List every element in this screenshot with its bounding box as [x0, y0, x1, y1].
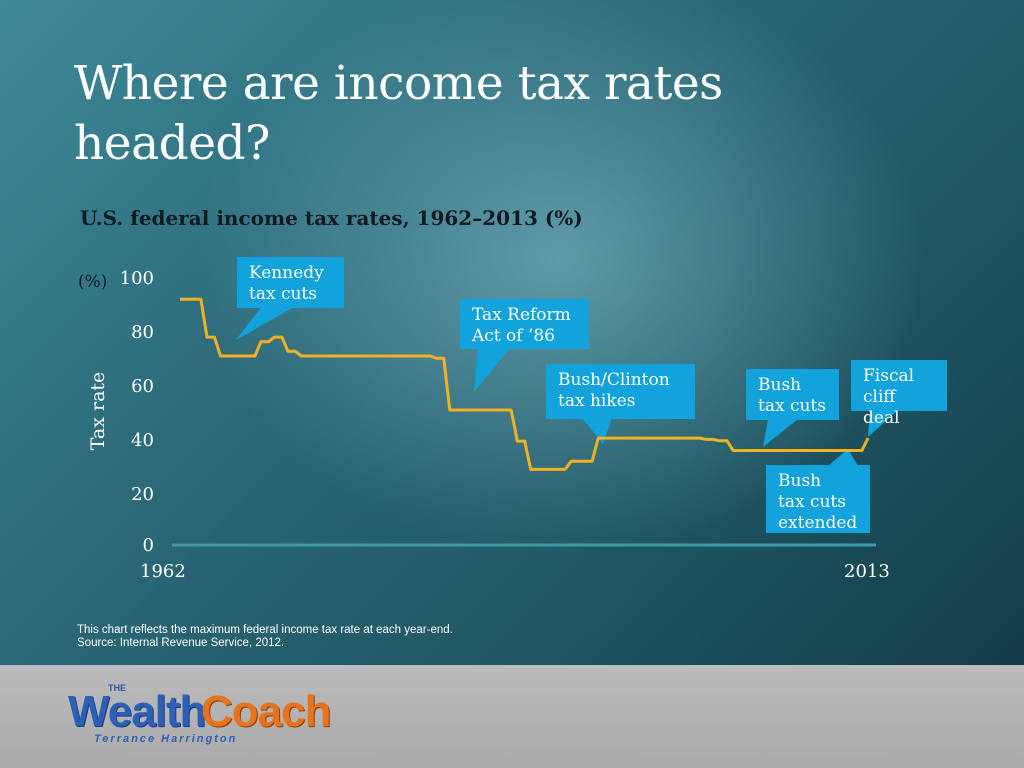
callout-fiscal-cliff: Fiscal cliff deal — [851, 360, 947, 428]
callout-text: Bush — [758, 375, 802, 395]
callout-text: Act of ’86 — [472, 326, 555, 346]
callout-text: tax hikes — [558, 391, 636, 411]
callout-text: Bush — [778, 471, 822, 491]
y-tick-label: 80 — [131, 322, 154, 343]
callout-bush-extended: Bush tax cuts extended — [766, 465, 870, 533]
y-tick-label: 0 — [142, 535, 154, 556]
y-tick-label: 40 — [131, 430, 154, 451]
x-tick-label: 1962 — [140, 561, 186, 582]
chart-title: U.S. federal income tax rates, 1962–2013… — [80, 206, 583, 230]
logo-the-text: THE — [108, 683, 126, 693]
callout-text: Tax Reform — [472, 305, 571, 325]
callout-bush-tax-cuts: Bush tax cuts — [746, 369, 839, 420]
logo-wealth-text: Wealth — [68, 687, 206, 736]
callout-pointer — [763, 419, 798, 447]
x-tick-label: 2013 — [844, 561, 890, 582]
chart-footnote: This chart reflects the maximum federal … — [77, 624, 453, 636]
callout-text: Kennedy — [249, 263, 324, 283]
footer-bar — [0, 665, 1024, 768]
line-chart — [172, 297, 898, 547]
callout-text: tax cuts — [778, 492, 846, 512]
wealth-coach-logo: THE Wealth Coach Terrance Harrington — [68, 683, 368, 753]
series-line — [180, 297, 870, 471]
callout-text: Fiscal — [863, 366, 915, 386]
callout-pointer — [828, 449, 858, 466]
y-unit-label: (%) — [78, 272, 108, 292]
callout-text: tax cuts — [758, 396, 826, 416]
y-tick-label: 100 — [119, 268, 154, 289]
callout-text: cliff deal — [863, 387, 900, 428]
callout-pointer — [236, 306, 296, 340]
chart-source: Source: Internal Revenue Service, 2012. — [77, 637, 285, 649]
page-title: Where are income tax rates headed? — [74, 56, 723, 171]
callout-pointer — [868, 410, 898, 437]
callout-text: tax cuts — [249, 284, 317, 304]
callout-text: extended — [778, 513, 858, 533]
logo-name-text: Terrance Harrington — [94, 733, 238, 745]
callout-tax-reform-86: Tax Reform Act of ’86 — [460, 299, 589, 349]
callout-pointer — [474, 348, 510, 392]
logo-coach-text: Coach — [201, 687, 331, 736]
callout-kennedy: Kennedy tax cuts — [237, 257, 344, 308]
callout-text: Bush/Clinton — [558, 370, 670, 390]
y-tick-label: 20 — [131, 484, 154, 505]
y-tick-label: 60 — [131, 376, 154, 397]
callout-bush-clinton: Bush/Clinton tax hikes — [546, 364, 695, 419]
